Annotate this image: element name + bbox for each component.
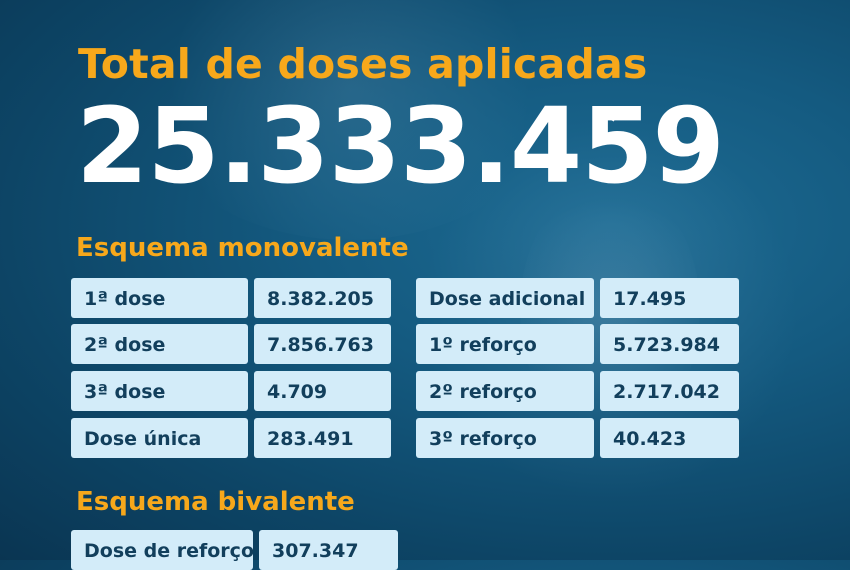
value-3o-reforco: 40.423: [600, 418, 739, 458]
value-1o-reforco: 5.723.984: [600, 324, 739, 364]
label-2a-dose: 2ª dose: [71, 324, 248, 364]
page-title: Total de doses aplicadas: [78, 40, 648, 88]
label-dose-adicional: Dose adicional: [416, 278, 594, 318]
label-1o-reforco: 1º reforço: [416, 324, 594, 364]
section-title-monovalente: Esquema monovalente: [76, 233, 409, 263]
value-1a-dose: 8.382.205: [254, 278, 391, 318]
label-3o-reforco: 3º reforço: [416, 418, 594, 458]
asterisk-note: *: [596, 100, 616, 144]
value-dose-de-reforco: 307.347: [259, 530, 398, 570]
value-dose-adicional: 17.495: [600, 278, 739, 318]
value-2a-dose: 7.856.763: [254, 324, 391, 364]
value-dose-unica: 283.491: [254, 418, 391, 458]
section-title-bivalente: Esquema bivalente: [76, 487, 355, 517]
label-dose-unica: Dose única: [71, 418, 248, 458]
label-2o-reforco: 2º reforço: [416, 371, 594, 411]
label-3a-dose: 3ª dose: [71, 371, 248, 411]
label-dose-de-reforco: Dose de reforço: [71, 530, 253, 570]
value-3a-dose: 4.709: [254, 371, 391, 411]
total-doses-value: 25.333.459: [76, 85, 725, 207]
label-1a-dose: 1ª dose: [71, 278, 248, 318]
value-2o-reforco: 2.717.042: [600, 371, 739, 411]
background-glow: [140, 0, 560, 240]
